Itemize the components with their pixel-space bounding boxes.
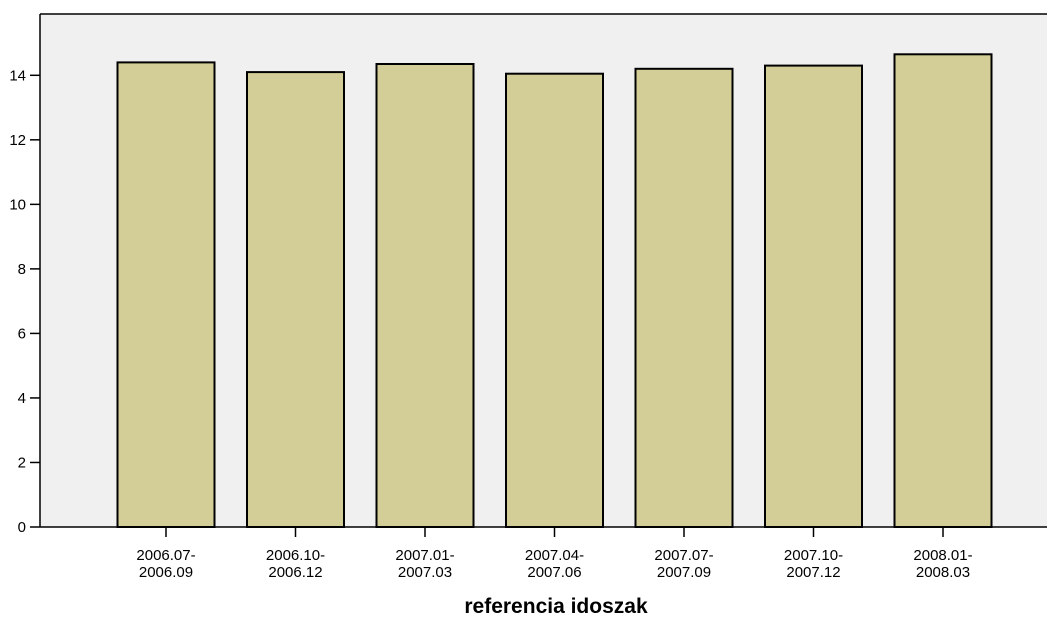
y-tick-label-6: 12 [9, 132, 26, 149]
x-ticks-layer: 2006.07-2006.092006.10-2006.122007.01-20… [136, 527, 973, 581]
x-tick-label-4-line-1: 2007.09 [657, 564, 711, 581]
x-tick-label-4: 2007.07-2007.09 [654, 547, 713, 581]
bar-6 [893, 53, 993, 529]
x-tick-label-2-line-1: 2007.03 [398, 564, 452, 581]
bar-1 [246, 71, 345, 528]
x-tick-label-2-line-0: 2007.01- [395, 547, 454, 564]
x-tick-label-5-line-1: 2007.12 [786, 564, 840, 581]
bar-0 [116, 61, 216, 529]
bar-2 [375, 63, 475, 528]
x-tick-label-4-line-0: 2007.07- [654, 547, 713, 564]
x-axis-title: referencia idoszak [464, 595, 648, 618]
y-tick-label-3: 6 [18, 325, 26, 342]
y-ticks-layer: 0 2 4 6 8 10 12 14 [9, 67, 40, 536]
y-tick-label-0: 0 [18, 519, 26, 536]
y-tick-label-7: 14 [9, 67, 26, 84]
x-tick-label-6-line-0: 2008.01- [913, 547, 972, 564]
x-tick-label-1: 2006.10-2006.12 [266, 547, 325, 581]
x-tick-label-0-line-0: 2006.07- [136, 547, 195, 564]
x-tick-label-2: 2007.01-2007.03 [395, 547, 454, 581]
y-tick-label-4: 8 [18, 261, 26, 278]
y-tick-label-5: 10 [9, 196, 26, 213]
x-tick-label-5-line-0: 2007.10- [784, 547, 843, 564]
x-tick-label-3: 2007.04-2007.06 [525, 547, 584, 581]
x-tick-label-5: 2007.10-2007.12 [784, 547, 843, 581]
x-tick-label-6-line-1: 2008.03 [916, 564, 970, 581]
x-tick-label-3-line-0: 2007.04- [525, 547, 584, 564]
bar-3 [505, 72, 604, 528]
x-tick-label-1-line-1: 2006.12 [268, 564, 322, 581]
bar-4 [634, 67, 734, 529]
y-tick-label-1: 2 [18, 454, 26, 471]
y-tick-label-2: 4 [18, 390, 26, 407]
x-tick-label-1-line-0: 2006.10- [266, 547, 325, 564]
x-tick-label-6: 2008.01-2008.03 [913, 547, 972, 581]
x-tick-label-3-line-1: 2007.06 [527, 564, 581, 581]
bars-layer [116, 53, 993, 529]
x-tick-label-0: 2006.07-2006.09 [136, 547, 195, 581]
bar-5 [764, 64, 863, 528]
x-tick-label-0-line-1: 2006.09 [139, 564, 193, 581]
